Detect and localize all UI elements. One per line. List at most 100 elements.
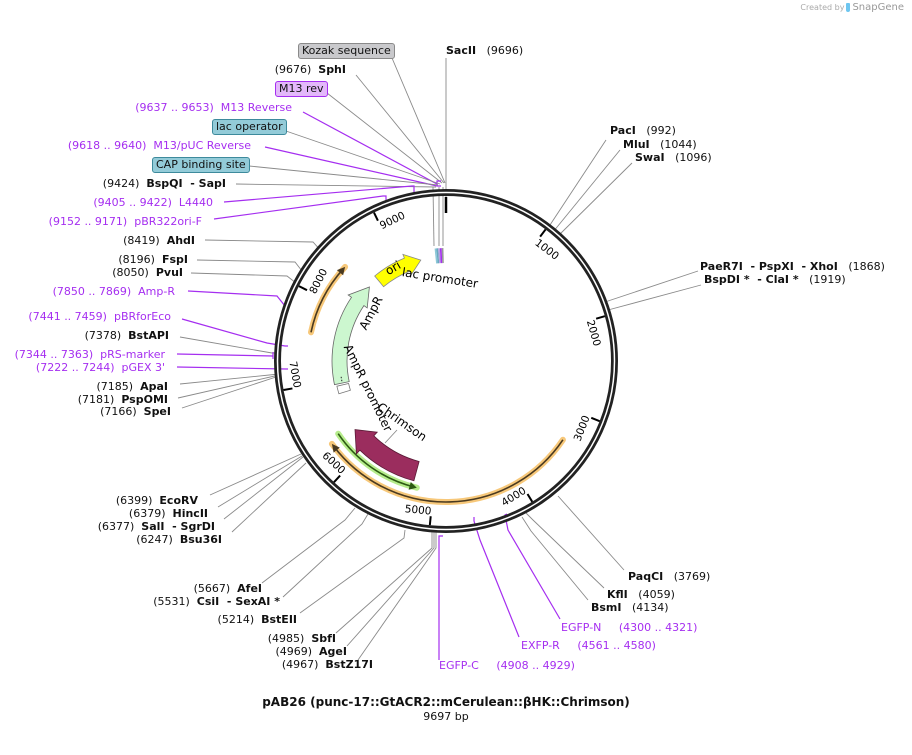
primer-site-prsmarker[interactable]: (7344 .. 7363) pRS-marker: [15, 348, 165, 362]
enzyme-site-agei[interactable]: (4969) AgeI: [275, 645, 347, 659]
feature-arc-orange-small[interactable]: [310, 268, 344, 333]
tick-label: 7000: [286, 360, 303, 388]
tick-label: 2000: [584, 319, 603, 348]
feature-lac-promoter-block[interactable]: [434, 248, 438, 264]
enzyme-site-paer7i[interactable]: PaeR7I - PspXI - XhoI (1868): [700, 260, 885, 274]
feature-lac-promoter-block[interactable]: [438, 248, 441, 264]
site-name: EXFP-R: [521, 639, 560, 652]
enzyme-site-bspdi[interactable]: BspDI * - ClaI * (1919): [704, 273, 846, 287]
enzyme-site-spei[interactable]: (7166) SpeI: [100, 405, 171, 419]
feature-kozak-sequence[interactable]: Kozak sequence: [298, 43, 395, 59]
enzyme-site-ecorv[interactable]: (6399) EcoRV: [116, 494, 198, 508]
leader-line: [177, 374, 280, 399]
leader-line: [346, 530, 435, 647]
site-name: KflI: [607, 588, 628, 601]
enzyme-site-apai[interactable]: (7185) ApaI: [97, 380, 168, 394]
feature-m13-rev[interactable]: M13 rev: [275, 81, 328, 97]
enzyme-site-bstapi[interactable]: (7378) BstAPI: [85, 329, 169, 343]
site-name: Amp-R: [138, 285, 175, 298]
enzyme-site-kfli[interactable]: KflI (4059): [607, 588, 675, 602]
feature-lac-promoter-block[interactable]: [439, 248, 443, 264]
backbone-gap: [276, 191, 616, 531]
enzyme-site-sali[interactable]: (6377) SalI - SgrDI: [98, 520, 215, 534]
leader-line: [556, 162, 633, 238]
feature-label-ori[interactable]: ori: [383, 258, 404, 278]
leader-line: [187, 290, 288, 307]
feature-chrimson[interactable]: [354, 429, 420, 482]
enzyme-site-sacii[interactable]: SacII (9696): [446, 44, 523, 58]
feature-arc-green-arrowhead-icon: [408, 482, 417, 490]
site-name: M13/pUC Reverse: [153, 139, 251, 152]
feature-lac-promoter-block[interactable]: [441, 248, 444, 264]
enzyme-site-pvui[interactable]: (8050) PvuI: [112, 266, 183, 280]
leader-line: [384, 429, 398, 444]
enzyme-site-bstz17i[interactable]: (4967) BstZ17I: [282, 658, 373, 672]
feature-lac-operator[interactable]: lac operator: [212, 119, 287, 135]
site-name: AhdI: [166, 234, 195, 247]
enzyme-site-mlui[interactable]: MluI (1044): [623, 138, 697, 152]
primer-site-m13[interactable]: (9637 .. 9653) M13 Reverse: [135, 101, 292, 115]
primer-site-exfpr[interactable]: EXFP-R (4561 .. 4580): [521, 639, 656, 653]
enzyme-site-paci[interactable]: PacI (992): [610, 124, 676, 138]
primer-site-egfpc[interactable]: EGFP-C (4908 .. 4929): [439, 659, 575, 673]
site-position: (1044): [660, 138, 697, 151]
primer-site-pbrforeco[interactable]: (7441 .. 7459) pBRforEco: [28, 310, 171, 324]
feature-arc-green[interactable]: [337, 433, 415, 488]
tick-label: 5000: [404, 503, 432, 518]
primer-site-egfpn[interactable]: EGFP-N (4300 .. 4321): [561, 621, 697, 635]
tick-mark: [333, 474, 341, 483]
enzyme-site-hincii[interactable]: (6379) HincII: [129, 507, 208, 521]
primer-site-pgex[interactable]: (7222 .. 7244) pGEX 3': [36, 361, 165, 375]
enzyme-site-bspqi[interactable]: (9424) BspQI - SapI: [103, 177, 226, 191]
enzyme-site-sbfi[interactable]: (4985) SbfI: [268, 632, 336, 646]
leader-line: [552, 149, 621, 233]
feature-cap-binding-site[interactable]: CAP binding site: [152, 157, 250, 173]
leader-line: [213, 195, 387, 220]
site-name: Bsu36I: [179, 533, 222, 546]
tick-mark: [595, 315, 606, 320]
leader-line: [179, 373, 280, 385]
feature-label-lac-promoter[interactable]: lac promoter: [401, 265, 479, 291]
feature-lac-promoter-block[interactable]: [436, 248, 440, 264]
enzyme-site-sphi[interactable]: (9676) SphI: [275, 63, 346, 77]
feature-ampr[interactable]: [331, 286, 370, 386]
leader-line: [432, 186, 435, 247]
site-position: (7185): [96, 380, 134, 393]
site-name: BspQI - SapI: [146, 177, 226, 190]
map-length: 9697 bp: [423, 710, 469, 723]
leader-line: [557, 495, 625, 571]
site-position: (9618 .. 9640): [67, 139, 147, 152]
site-name: M13 Reverse: [220, 101, 292, 114]
site-position: (7344 .. 7363): [14, 348, 94, 361]
leader-line: [176, 366, 288, 370]
enzyme-site-bsmi[interactable]: BsmI (4134): [591, 601, 669, 615]
tick-mark: [373, 212, 379, 222]
primer-site-l4440[interactable]: (9405 .. 9422) L4440: [93, 196, 213, 210]
site-name: pGEX 3': [121, 361, 165, 374]
feature-arc-orange-large-arrowhead-icon: [331, 443, 340, 453]
enzyme-site-fspi[interactable]: (8196) FspI: [118, 253, 188, 267]
feature-ori[interactable]: [374, 253, 422, 288]
enzyme-site-swai[interactable]: SwaI (1096): [635, 151, 712, 165]
feature-arc-orange-large[interactable]: [332, 439, 564, 503]
tick-mark: [428, 516, 432, 526]
leader-line: [204, 239, 323, 253]
enzyme-site-bsu36i[interactable]: (6247) Bsu36I: [136, 533, 222, 547]
plasmid-backbone: [274, 189, 618, 533]
enzyme-site-bsteii[interactable]: (5214) BstEII: [218, 613, 297, 627]
enzyme-site-csii[interactable]: (5531) CsiI - SexAI *: [153, 595, 280, 609]
primer-site-ampr[interactable]: (7850 .. 7869) Amp-R: [53, 285, 175, 299]
leader-line: [176, 352, 274, 359]
tick-mark: [590, 416, 601, 423]
leader-line: [282, 129, 441, 185]
primer-site-m13puc[interactable]: (9618 .. 9640) M13/pUC Reverse: [68, 139, 251, 153]
feature-ampr-promoter[interactable]: [336, 383, 351, 395]
enzyme-site-afei[interactable]: (5667) AfeI: [194, 582, 262, 596]
primer-site-pbr322orif[interactable]: (9152 .. 9171) pBR322ori-F: [49, 215, 202, 229]
enzyme-site-paqci[interactable]: PaqCI (3769): [628, 570, 710, 584]
site-name: PspOMI: [121, 393, 168, 406]
enzyme-site-pspomi[interactable]: (7181) PspOMI: [78, 393, 168, 407]
site-position: (9696): [486, 44, 524, 57]
enzyme-site-ahdi[interactable]: (8419) AhdI: [123, 234, 195, 248]
